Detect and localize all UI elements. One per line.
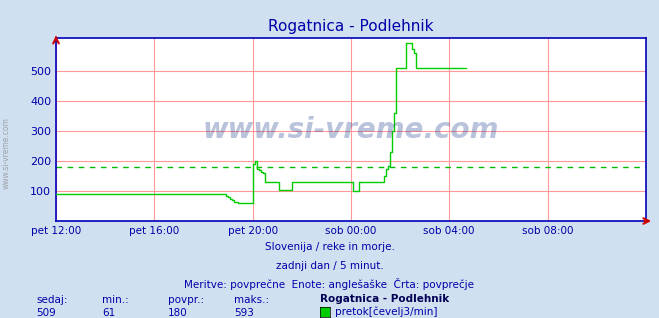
Text: 509: 509 xyxy=(36,308,56,318)
Text: www.si-vreme.com: www.si-vreme.com xyxy=(203,115,499,144)
Text: Meritve: povprečne  Enote: anglešaške  Črta: povprečje: Meritve: povprečne Enote: anglešaške Črt… xyxy=(185,278,474,290)
Text: Rogatnica - Podlehnik: Rogatnica - Podlehnik xyxy=(320,294,449,304)
Text: 593: 593 xyxy=(234,308,254,318)
Text: sedaj:: sedaj: xyxy=(36,295,68,305)
Text: 61: 61 xyxy=(102,308,115,318)
Text: pretok[čevelj3/min]: pretok[čevelj3/min] xyxy=(335,306,438,317)
Text: zadnji dan / 5 minut.: zadnji dan / 5 minut. xyxy=(275,261,384,271)
Text: Slovenija / reke in morje.: Slovenija / reke in morje. xyxy=(264,242,395,252)
Text: maks.:: maks.: xyxy=(234,295,269,305)
Text: povpr.:: povpr.: xyxy=(168,295,204,305)
Text: www.si-vreme.com: www.si-vreme.com xyxy=(2,117,11,189)
Text: 180: 180 xyxy=(168,308,188,318)
Title: Rogatnica - Podlehnik: Rogatnica - Podlehnik xyxy=(268,19,434,34)
Text: min.:: min.: xyxy=(102,295,129,305)
